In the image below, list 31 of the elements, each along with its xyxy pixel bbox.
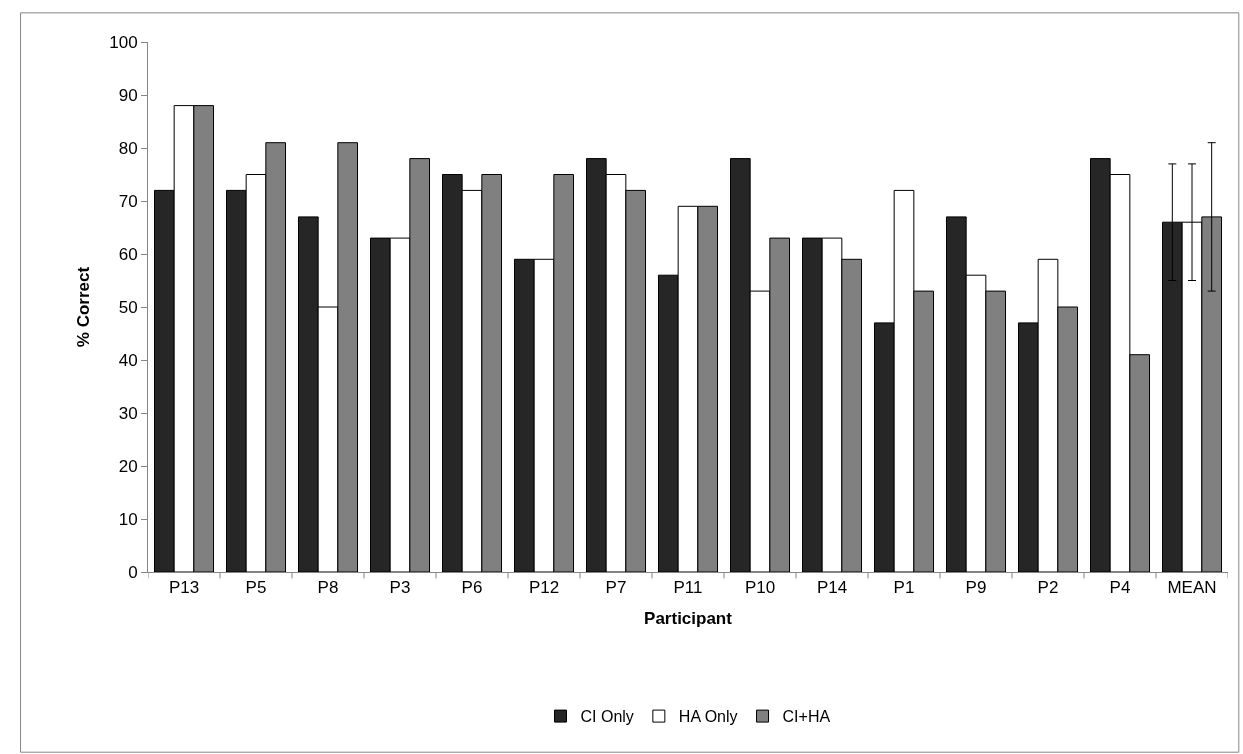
x-tick-label: P9 [965,578,987,598]
x-tick-label: P3 [389,578,411,598]
x-tick-label: P5 [245,578,267,598]
y-tick-label: 90 [118,85,138,105]
y-tick-label: 100 [109,32,138,52]
y-tick-label: 10 [118,509,138,529]
x-tick-label: P10 [744,578,776,598]
legend-label: CI+HA [782,708,831,726]
y-tick-label: 60 [118,244,138,264]
x-tick-label: P11 [673,578,703,598]
y-axis-title: % Correct [73,266,93,348]
y-tick-label: 40 [118,350,138,370]
y-tick-label: 30 [118,403,138,423]
x-tick-label: P12 [528,578,560,598]
y-tick-label: 0 [128,562,138,582]
y-tick-label: 50 [118,297,138,317]
legend-label: HA Only [678,708,738,726]
x-tick-label: MEAN [1167,578,1217,598]
x-tick-label: P14 [816,578,848,598]
x-tick-label: P7 [605,578,627,598]
x-tick-label: P2 [1037,578,1059,598]
legend-label: CI Only [580,708,634,726]
x-tick-label: P1 [893,578,915,598]
y-tick-label: 80 [118,138,138,158]
x-axis-title: Participant [644,608,733,628]
x-tick-label: P13 [168,578,200,598]
x-tick-label: P8 [317,578,339,598]
y-tick-label: 20 [118,456,138,476]
x-tick-label: P6 [461,578,483,598]
y-tick-label: 70 [118,191,138,211]
x-tick-label: P4 [1109,578,1131,598]
